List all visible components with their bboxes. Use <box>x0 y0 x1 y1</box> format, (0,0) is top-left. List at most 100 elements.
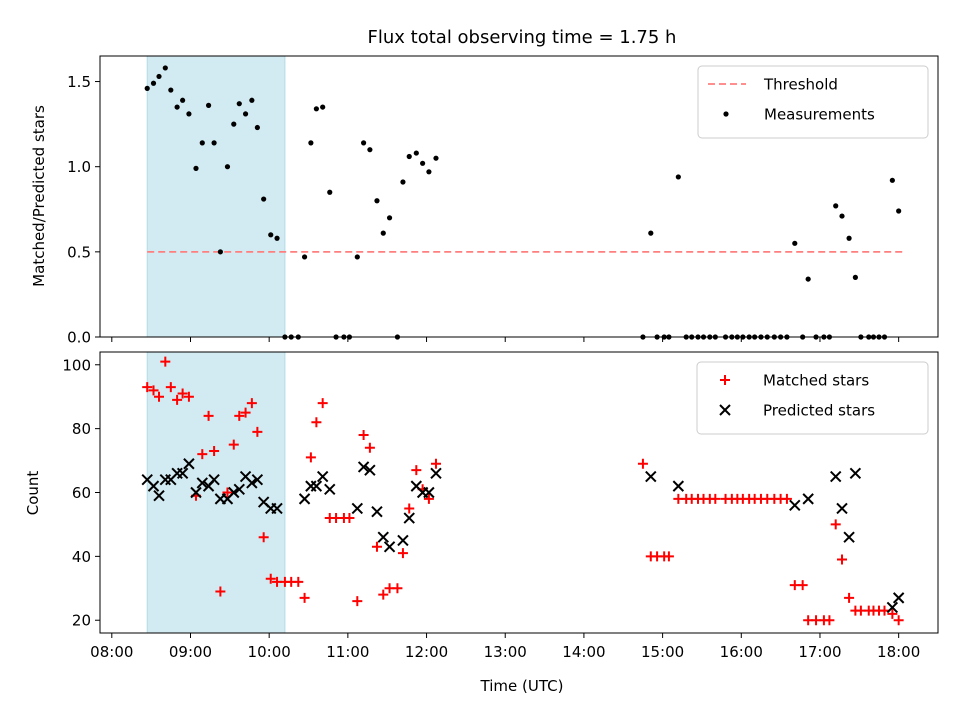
matched-star-point <box>234 410 245 421</box>
measurement-point <box>150 80 157 86</box>
measurement-point <box>174 104 180 110</box>
measurement-point <box>144 85 150 91</box>
matched-star-point <box>293 576 304 587</box>
measurement-point <box>675 174 681 180</box>
matched-star-point <box>830 519 841 530</box>
measurement-point <box>236 101 242 107</box>
measurement-point <box>254 124 260 131</box>
legend-box <box>697 65 929 139</box>
matched-star-point <box>148 385 159 396</box>
measurement-point <box>433 155 439 161</box>
y-tick-label: 0.0 <box>67 329 91 347</box>
matched-star-point <box>371 541 382 552</box>
matched-star-point <box>177 388 188 399</box>
measurement-point <box>413 150 419 156</box>
measurement-point <box>308 140 314 146</box>
matched-star-point <box>265 573 276 584</box>
predicted-star-point <box>351 502 364 515</box>
measurement-point <box>217 249 223 255</box>
predicted-star-point <box>246 477 258 489</box>
predicted-star-point <box>357 461 370 473</box>
measurement-point <box>327 189 333 195</box>
matched-star-point <box>197 449 208 460</box>
measurement-point <box>156 73 162 80</box>
measurement-point <box>354 254 360 260</box>
matched-star-point <box>311 417 322 428</box>
x-tick-label: 17:00 <box>798 643 841 661</box>
legend-label: Predicted stars <box>763 402 875 420</box>
x-tick-label: 18:00 <box>877 643 920 661</box>
predicted-star-point <box>886 601 899 614</box>
matched-star-point <box>352 596 363 607</box>
matched-star-point <box>710 493 721 504</box>
x-tick-label: 08:00 <box>90 643 133 661</box>
predicted-star-point <box>298 493 311 505</box>
matched-star-point <box>781 493 792 504</box>
y-tick-label: 20 <box>72 612 91 630</box>
predicted-star-point <box>147 480 160 492</box>
x-axis-label: Time (UTC) <box>480 677 564 695</box>
y-tick-label: 80 <box>72 420 91 438</box>
measurement-point <box>186 111 192 117</box>
measurement-point <box>833 203 839 209</box>
predicted-star-point <box>190 486 202 499</box>
measurement-point <box>805 276 811 282</box>
measurement-point <box>360 140 367 146</box>
matched-star-point <box>378 589 389 600</box>
matched-star-point <box>172 394 183 405</box>
matched-star-point <box>165 382 176 393</box>
measurement-point <box>231 121 237 127</box>
measurement-point <box>426 169 432 175</box>
matched-star-point <box>397 548 408 559</box>
measurement-point <box>839 213 845 219</box>
predicted-star-point <box>228 486 240 499</box>
matched-star-point <box>246 398 257 409</box>
matched-star-point <box>797 580 808 591</box>
matched-star-point <box>430 458 441 469</box>
matched-star-point <box>404 503 415 514</box>
predicted-star-point <box>377 531 389 543</box>
measurement-point <box>162 65 168 71</box>
measurement-point <box>168 87 174 93</box>
predicted-star-point <box>397 534 409 547</box>
measurement-point <box>193 165 199 171</box>
predicted-star-point <box>316 470 329 483</box>
y-tick-label: 40 <box>72 548 91 566</box>
measurement-point <box>420 160 426 166</box>
predicted-star-point <box>843 531 855 543</box>
matched-star-point <box>258 532 269 543</box>
y-tick-label: 0.5 <box>67 243 91 261</box>
matched-star-point <box>887 608 898 619</box>
predicted-star-point <box>836 502 848 515</box>
measurement-point <box>261 196 267 202</box>
measurement-point <box>242 111 249 117</box>
predicted-star-point <box>645 470 657 483</box>
predicted-star-point <box>430 467 442 480</box>
matched-star-point <box>663 551 674 562</box>
matched-star-point <box>317 398 328 409</box>
x-tick-label: 11:00 <box>326 643 369 661</box>
predicted-star-point <box>789 499 801 511</box>
x-tick-label: 12:00 <box>405 643 448 661</box>
matched-star-point <box>358 430 369 441</box>
top-y-axis-label: Matched/Predicted stars <box>30 105 48 287</box>
predicted-star-point <box>403 512 415 524</box>
legend-matched-marker <box>720 375 730 385</box>
y-tick-label: 60 <box>72 484 91 502</box>
y-tick-label: 1.0 <box>67 158 91 176</box>
predicted-star-point <box>371 505 383 518</box>
measurement-point <box>386 215 393 221</box>
legend-label: Measurements <box>764 106 875 124</box>
measurement-point <box>199 140 205 146</box>
predicted-star-point <box>153 489 165 502</box>
top-panel: 0.0 0.5 1.0 1.5 Threshold Measurements <box>67 55 939 347</box>
x-tick-label: 15:00 <box>641 643 684 661</box>
measurement-point <box>846 235 852 241</box>
measurement-point <box>180 97 186 103</box>
predicted-star-point <box>892 592 905 604</box>
predicted-star-point <box>324 483 336 496</box>
matched-star-point <box>305 452 316 463</box>
x-tick-label: 10:00 <box>248 643 291 661</box>
predicted-star-point <box>383 541 396 553</box>
